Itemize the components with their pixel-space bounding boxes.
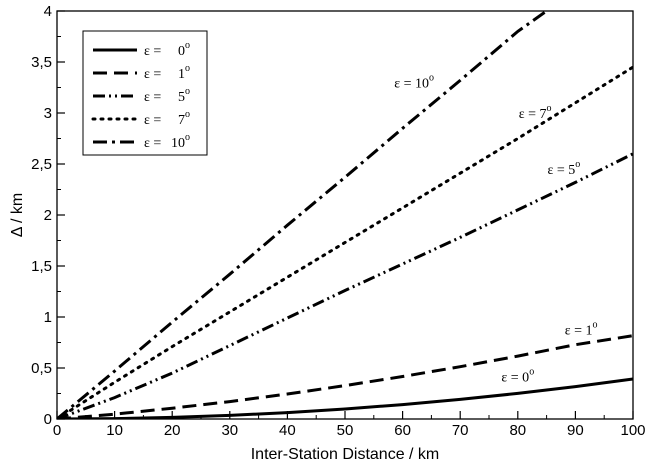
annotation-eps-10: ε = 10o [394,73,434,92]
legend-label-eps-7: ε = 7o [144,109,190,128]
y-tick-label: 1,5 [31,258,52,275]
x-tick-label: 10 [106,422,123,439]
legend-label-eps-5: ε = 5o [144,86,190,105]
series-line-eps-10 [57,11,548,419]
annotation-eps-5: ε = 5o [547,159,580,178]
series-line-eps-5 [57,152,633,419]
y-tick-label: 2 [44,207,52,224]
y-tick-label: 1 [44,309,52,326]
y-tick-label: 3 [44,105,52,122]
series-layer [57,11,633,419]
legend-label-eps-10: ε = 10o [144,132,190,151]
curve-annotations: ε = 10o ε = 7o ε = 5o ε = 1o ε = 0o [394,73,597,386]
x-tick-label: 20 [164,422,181,439]
y-axis-title: Δ / km [9,193,26,237]
x-tick-label: 40 [279,422,296,439]
series-line-eps-0 [57,377,633,419]
annotation-eps-1: ε = 1o [565,319,598,338]
x-tick-label: 30 [221,422,238,439]
axis-ticks: 0 10 20 30 40 50 60 70 80 90 100 0 0,5 1 1,5 2 2,5 3 3,5 4 [31,3,645,439]
legend: ε = 0o ε = 1o ε = 5o ε = 7o ε = 10o [82,30,208,156]
y-tick-label: 0 [44,411,52,428]
y-tick-label: 4 [44,3,52,20]
series-line-eps-1 [57,334,633,419]
x-tick-label: 80 [509,422,526,439]
x-axis-title: Inter-Station Distance / km [251,446,440,463]
x-tick-label: 50 [337,422,354,439]
y-tick-label: 0,5 [31,360,52,377]
annotation-eps-0: ε = 0o [501,366,534,385]
legend-label-eps-1: ε = 1o [144,63,190,82]
x-tick-label: 60 [394,422,411,439]
annotation-eps-7: ε = 7o [519,103,552,122]
y-tick-label: 3,5 [31,54,52,71]
legend-box [82,30,208,156]
series-line-eps-7 [57,65,633,419]
x-tick-label: 100 [620,422,645,439]
x-tick-label: 0 [53,422,61,439]
y-tick-label: 2,5 [31,156,52,173]
legend-label-eps-0: ε = 0o [144,40,190,59]
x-tick-label: 90 [567,422,584,439]
x-tick-label: 70 [452,422,469,439]
